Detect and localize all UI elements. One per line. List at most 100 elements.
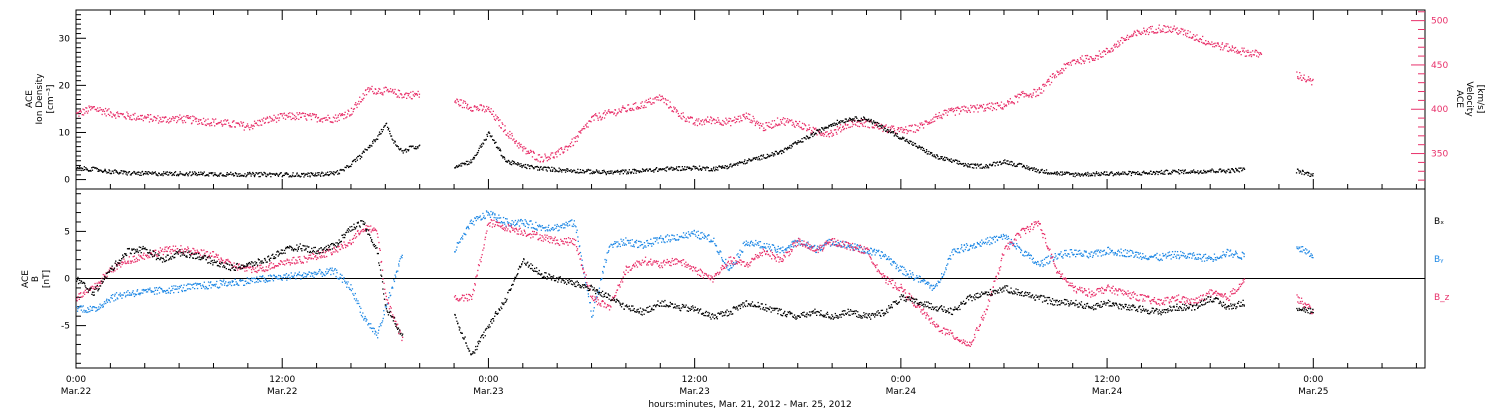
by-point	[623, 244, 626, 246]
velocity-point	[195, 117, 197, 119]
velocity-point	[872, 126, 874, 128]
by-point	[82, 311, 84, 313]
velocity-point	[1009, 98, 1011, 100]
by-point	[857, 248, 860, 250]
density-point	[542, 167, 544, 169]
by-point	[207, 281, 210, 283]
velocity-point	[228, 124, 230, 127]
by-point	[378, 326, 380, 328]
velocity-point	[590, 121, 592, 123]
by-point	[111, 297, 113, 300]
density-point	[146, 172, 148, 174]
velocity-point	[696, 124, 699, 127]
by-point	[468, 228, 470, 230]
velocity-point	[234, 126, 236, 128]
velocity-point	[290, 118, 292, 121]
by-point	[1062, 254, 1065, 256]
density-point	[564, 169, 566, 171]
density-point	[1232, 169, 1234, 171]
by-point	[162, 291, 164, 293]
velocity-point	[595, 113, 597, 115]
by-point	[220, 283, 222, 285]
velocity-point	[1225, 43, 1227, 45]
velocity-point	[1296, 71, 1298, 73]
density-point	[510, 164, 513, 166]
density-point	[99, 169, 101, 171]
velocity-point	[511, 132, 513, 135]
density-point	[742, 163, 745, 165]
velocity-point	[507, 132, 509, 134]
velocity-point	[109, 114, 111, 117]
density-point	[589, 173, 591, 175]
velocity-point	[914, 124, 916, 126]
density-point	[549, 169, 552, 171]
density-point	[227, 174, 229, 176]
density-point	[158, 172, 160, 175]
density-point	[694, 166, 696, 168]
density-point	[500, 150, 502, 152]
velocity-point	[1136, 34, 1138, 37]
velocity-point	[1299, 77, 1301, 79]
by-point	[173, 285, 175, 287]
density-point	[920, 148, 922, 150]
by-point	[577, 240, 579, 242]
density-point	[1216, 171, 1218, 173]
velocity-point	[205, 124, 207, 127]
velocity-point	[957, 106, 959, 108]
density-point	[868, 120, 870, 123]
by-point	[85, 310, 87, 312]
density-point	[583, 171, 585, 173]
by-point	[708, 234, 710, 236]
density-point	[1062, 173, 1064, 175]
density-point	[201, 173, 203, 175]
density-point	[711, 170, 714, 172]
velocity-point	[694, 122, 696, 124]
velocity-point	[1308, 79, 1310, 82]
velocity-point	[220, 120, 222, 122]
by-point	[465, 234, 467, 236]
density-point	[1113, 173, 1115, 175]
by-point	[239, 279, 241, 281]
by-point	[384, 306, 387, 308]
density-point	[1179, 173, 1181, 175]
velocity-point	[1034, 89, 1036, 91]
velocity-point	[1121, 36, 1123, 39]
by-point	[517, 221, 519, 223]
velocity-point	[1017, 101, 1019, 103]
density-point	[1304, 172, 1306, 174]
velocity-point	[970, 104, 972, 107]
by-point	[954, 248, 956, 250]
velocity-point	[149, 118, 152, 120]
density-point	[889, 129, 891, 131]
density-point	[1036, 171, 1038, 173]
density-point	[171, 172, 173, 174]
by-point	[703, 233, 705, 235]
velocity-point	[559, 153, 561, 156]
velocity-point	[207, 118, 209, 120]
velocity-point	[748, 118, 750, 120]
density-point	[526, 167, 528, 170]
density-point	[300, 175, 302, 178]
by-point	[326, 272, 329, 274]
density-point	[1155, 170, 1158, 173]
velocity-point	[231, 121, 234, 123]
density-point	[687, 167, 690, 169]
density-point	[335, 171, 338, 173]
by-point	[1006, 238, 1008, 240]
by-point	[313, 271, 316, 273]
velocity-point	[1110, 48, 1112, 50]
velocity-point	[1112, 50, 1114, 52]
velocity-point	[699, 122, 701, 124]
velocity-point	[688, 121, 690, 123]
by-point	[652, 243, 655, 245]
by-point	[1020, 251, 1022, 254]
by-point	[400, 256, 402, 258]
velocity-point	[1247, 49, 1249, 52]
bottom-panel: ACE B [nT] -505 Bₓ Bᵧ B_z	[21, 188, 1450, 369]
density-point	[1043, 172, 1045, 174]
velocity-point	[681, 118, 683, 120]
velocity-point	[390, 91, 393, 93]
by-point	[624, 243, 626, 245]
velocity-point	[1025, 95, 1027, 97]
density-point	[1203, 169, 1205, 171]
